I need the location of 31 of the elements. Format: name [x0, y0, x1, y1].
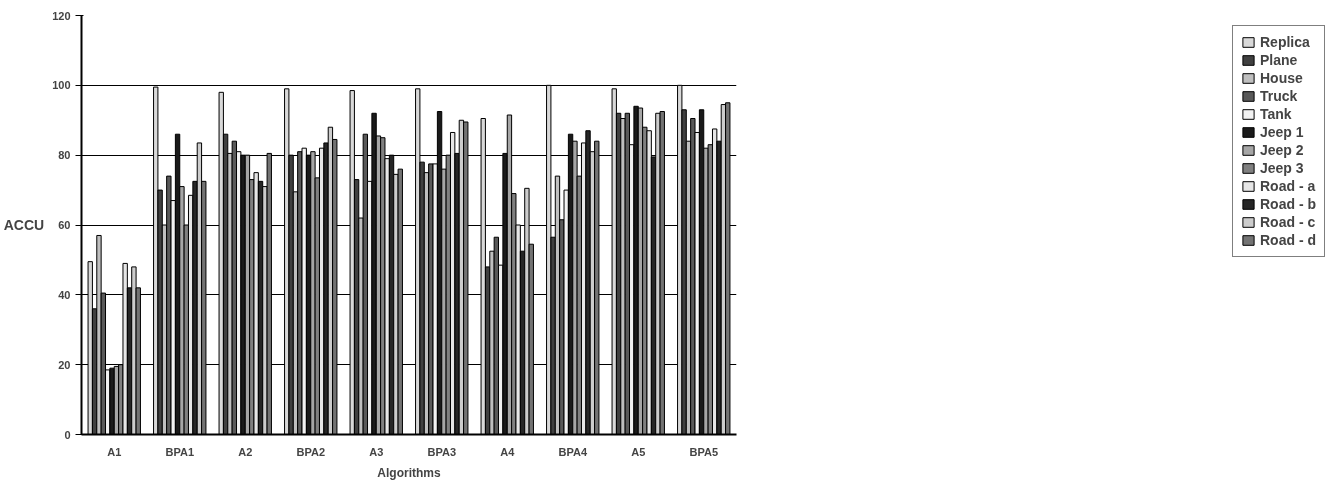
y-tick-label: 40: [58, 288, 71, 301]
x-tick-label: A2: [238, 445, 253, 458]
x-tick-label: BPA5: [689, 445, 719, 458]
y-tick-label: 0: [64, 428, 71, 441]
legend-label: Replica: [1260, 34, 1310, 50]
legend-label: House: [1260, 70, 1303, 86]
y-tick-label: 60: [58, 219, 71, 231]
x-tick-label: A3: [369, 445, 384, 458]
x-axis-title: Algorithms: [377, 465, 441, 480]
legend-label: Jeep 3: [1260, 160, 1304, 176]
y-tick-label: 100: [52, 79, 71, 92]
y-tick-label: 80: [58, 149, 71, 162]
x-tick-label: BPA2: [296, 445, 326, 458]
x-tick-label: A1: [107, 445, 122, 458]
legend-label: Road - c: [1260, 214, 1316, 230]
legend-label: Jeep 2: [1260, 142, 1304, 158]
legend-label: Tank: [1260, 106, 1292, 122]
x-tick-label: BPA3: [427, 445, 457, 458]
y-tick-label: 120: [52, 9, 71, 22]
y-tick-label: 20: [58, 358, 71, 371]
x-tick-label: BPA4: [558, 445, 588, 458]
legend-label: Plane: [1260, 52, 1298, 68]
x-tick-label: BPA1: [165, 445, 195, 458]
legend-label: Jeep 1: [1260, 124, 1304, 140]
x-tick-label: A5: [631, 445, 646, 458]
legend-label: Truck: [1260, 88, 1298, 104]
x-tick-label: A4: [500, 445, 516, 458]
legend-label: Road - a: [1260, 178, 1316, 194]
legend-label: Road - b: [1260, 196, 1316, 212]
y-axis-title: ACCU: [3, 217, 45, 233]
legend-label: Road - d: [1260, 232, 1316, 248]
